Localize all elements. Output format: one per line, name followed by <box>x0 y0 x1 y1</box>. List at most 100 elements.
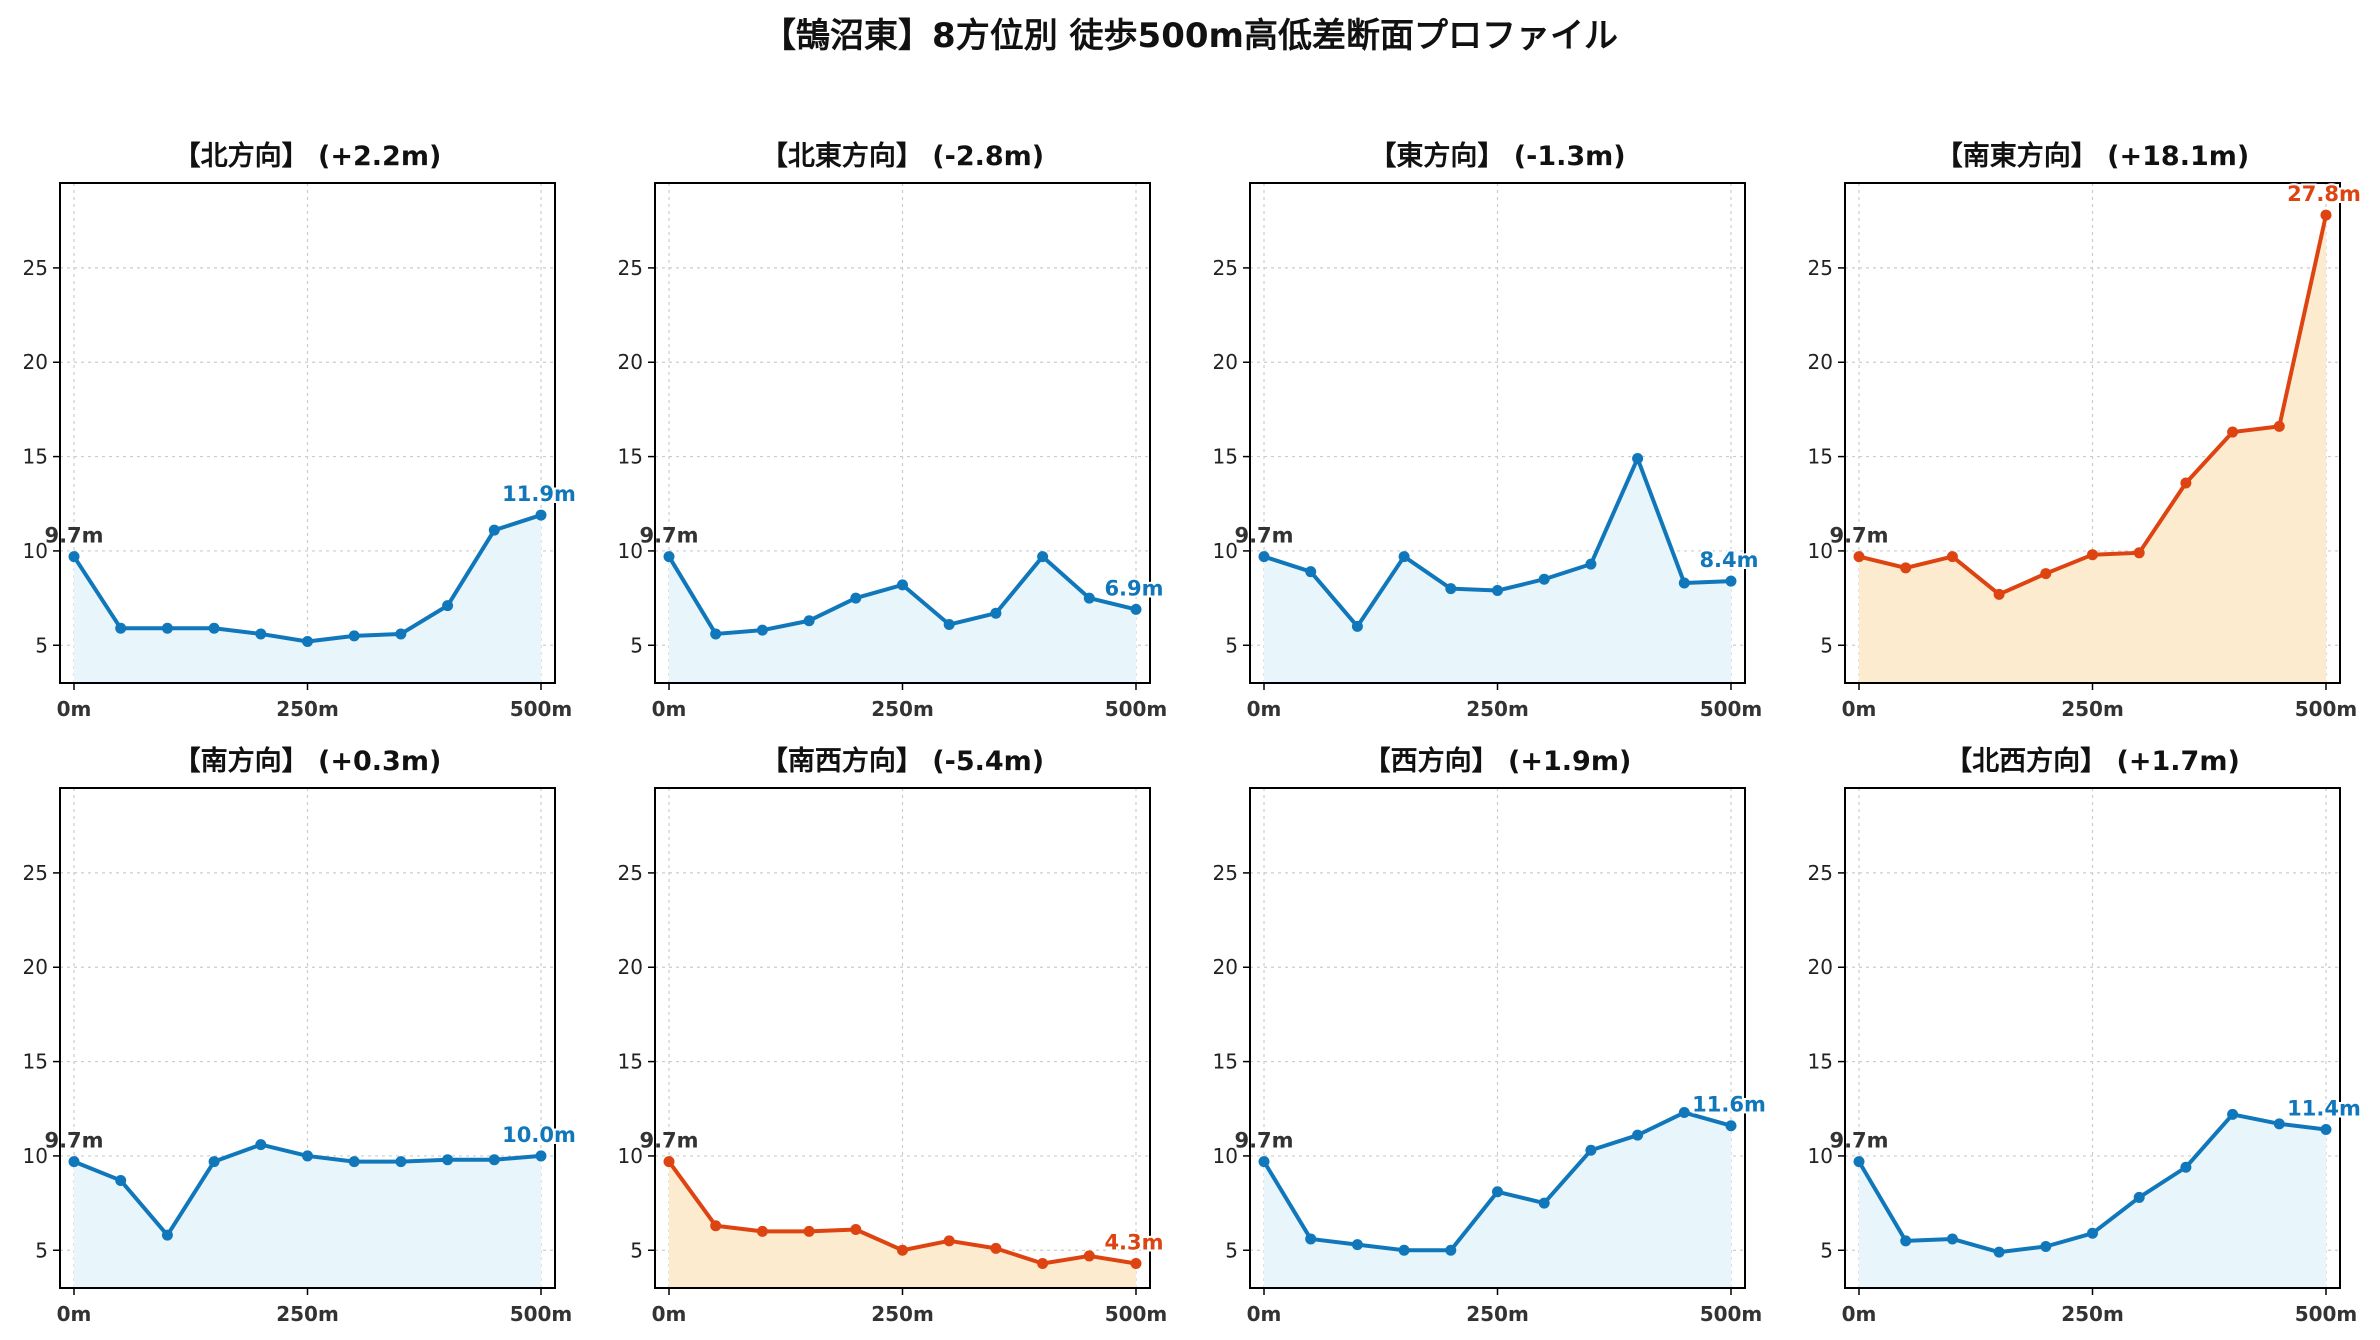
profile-point <box>1445 1244 1457 1256</box>
y-tick-label: 10 <box>618 1144 643 1168</box>
y-tick-label: 15 <box>1808 1050 1833 1074</box>
x-tick-label: 0m <box>1842 697 1877 721</box>
profile-point <box>1492 585 1503 597</box>
x-tick-label: 0m <box>1247 697 1282 721</box>
profile-area <box>1859 1114 2326 1288</box>
profile-point <box>348 1156 360 1168</box>
x-tick-label: 0m <box>57 697 92 721</box>
start-elevation-label: 9.7m <box>639 1129 698 1153</box>
profile-point <box>2133 547 2145 559</box>
end-elevation-label: 10.0m <box>502 1123 576 1147</box>
profile-point <box>1853 1156 1865 1168</box>
profile-point <box>943 1235 955 1247</box>
profile-point <box>1492 1186 1503 1198</box>
start-elevation-label: 9.7m <box>1829 1129 1888 1153</box>
y-tick-label: 5 <box>1820 633 1833 657</box>
profile-point <box>1632 1129 1644 1141</box>
y-tick-label: 15 <box>618 445 643 469</box>
profile-point <box>2227 426 2239 438</box>
subplot-title: 【南東方向】 (+18.1m) <box>1936 140 2249 172</box>
y-tick-label: 5 <box>1820 1238 1833 1262</box>
profile-point <box>1853 551 1865 563</box>
start-elevation-label: 9.7m <box>44 1129 103 1153</box>
profile-point <box>1993 1246 2005 1258</box>
profile-point <box>2087 549 2098 561</box>
end-elevation-label: 11.4m <box>2287 1097 2361 1121</box>
profile-point <box>1900 1235 1912 1247</box>
y-tick-label: 10 <box>1213 539 1238 563</box>
y-tick-label: 10 <box>23 539 48 563</box>
profile-point <box>2180 477 2192 489</box>
profile-point <box>1083 1250 1095 1262</box>
y-tick-label: 25 <box>1213 256 1238 280</box>
profile-point <box>1130 603 1142 615</box>
profile-point <box>990 607 1002 619</box>
profile-point <box>756 1225 768 1237</box>
y-tick-label: 25 <box>23 256 48 280</box>
y-tick-label: 20 <box>1213 350 1238 374</box>
profile-point <box>1993 588 2005 600</box>
profile-area <box>1264 1112 1731 1288</box>
profile-point <box>115 1174 127 1186</box>
x-tick-label: 0m <box>1842 1302 1877 1326</box>
start-elevation-label: 9.7m <box>1234 524 1293 548</box>
y-tick-label: 10 <box>618 539 643 563</box>
profile-point <box>1258 1156 1270 1168</box>
profile-point <box>803 1225 815 1237</box>
y-tick-label: 10 <box>23 1144 48 1168</box>
end-elevation-label: 11.9m <box>502 482 576 506</box>
x-tick-label: 500m <box>1700 697 1763 721</box>
profile-point <box>850 1224 862 1236</box>
start-elevation-label: 9.7m <box>1234 1129 1293 1153</box>
profile-point <box>1678 577 1690 589</box>
profile-point <box>1398 551 1410 563</box>
profile-point <box>1398 1244 1410 1256</box>
profile-point <box>1585 558 1597 570</box>
start-elevation-label: 9.7m <box>44 524 103 548</box>
profile-point <box>1351 1239 1363 1251</box>
profile-point <box>2133 1191 2145 1203</box>
x-tick-label: 250m <box>2061 1302 2124 1326</box>
y-tick-label: 15 <box>618 1050 643 1074</box>
profile-point <box>208 1156 220 1168</box>
y-tick-label: 5 <box>1225 1238 1238 1262</box>
x-tick-label: 500m <box>1105 697 1168 721</box>
profile-point <box>1946 1233 1958 1245</box>
subplot-title: 【南西方向】 (-5.4m) <box>761 745 1044 777</box>
profile-point <box>255 628 267 640</box>
y-tick-label: 10 <box>1213 1144 1238 1168</box>
profile-point <box>663 1156 675 1168</box>
profile-point <box>1445 583 1457 595</box>
profile-point <box>302 635 313 647</box>
profile-point <box>2040 1240 2052 1252</box>
y-tick-label: 5 <box>630 1238 643 1262</box>
profile-point <box>990 1242 1002 1254</box>
profile-point <box>2227 1108 2239 1120</box>
profile-point <box>710 1220 722 1232</box>
profile-point <box>68 551 80 563</box>
profile-point <box>897 579 908 591</box>
profile-point <box>1585 1144 1597 1156</box>
profile-point <box>535 1150 547 1162</box>
profile-point <box>1258 551 1270 563</box>
profile-point <box>442 1154 454 1166</box>
x-tick-label: 250m <box>276 1302 339 1326</box>
profile-point <box>1725 575 1737 587</box>
profile-point <box>1725 1120 1737 1132</box>
end-elevation-label: 4.3m <box>1104 1230 1163 1254</box>
profile-point <box>1946 551 1958 563</box>
x-tick-label: 500m <box>510 697 573 721</box>
profile-point <box>2273 420 2285 432</box>
y-tick-label: 25 <box>23 861 48 885</box>
profile-point <box>2087 1227 2098 1239</box>
x-tick-label: 250m <box>871 1302 934 1326</box>
subplot-title: 【北西方向】 (+1.7m) <box>1945 745 2240 777</box>
profile-area <box>74 515 541 683</box>
profile-point <box>488 524 500 536</box>
profile-point <box>1130 1257 1142 1269</box>
x-tick-label: 250m <box>871 697 934 721</box>
